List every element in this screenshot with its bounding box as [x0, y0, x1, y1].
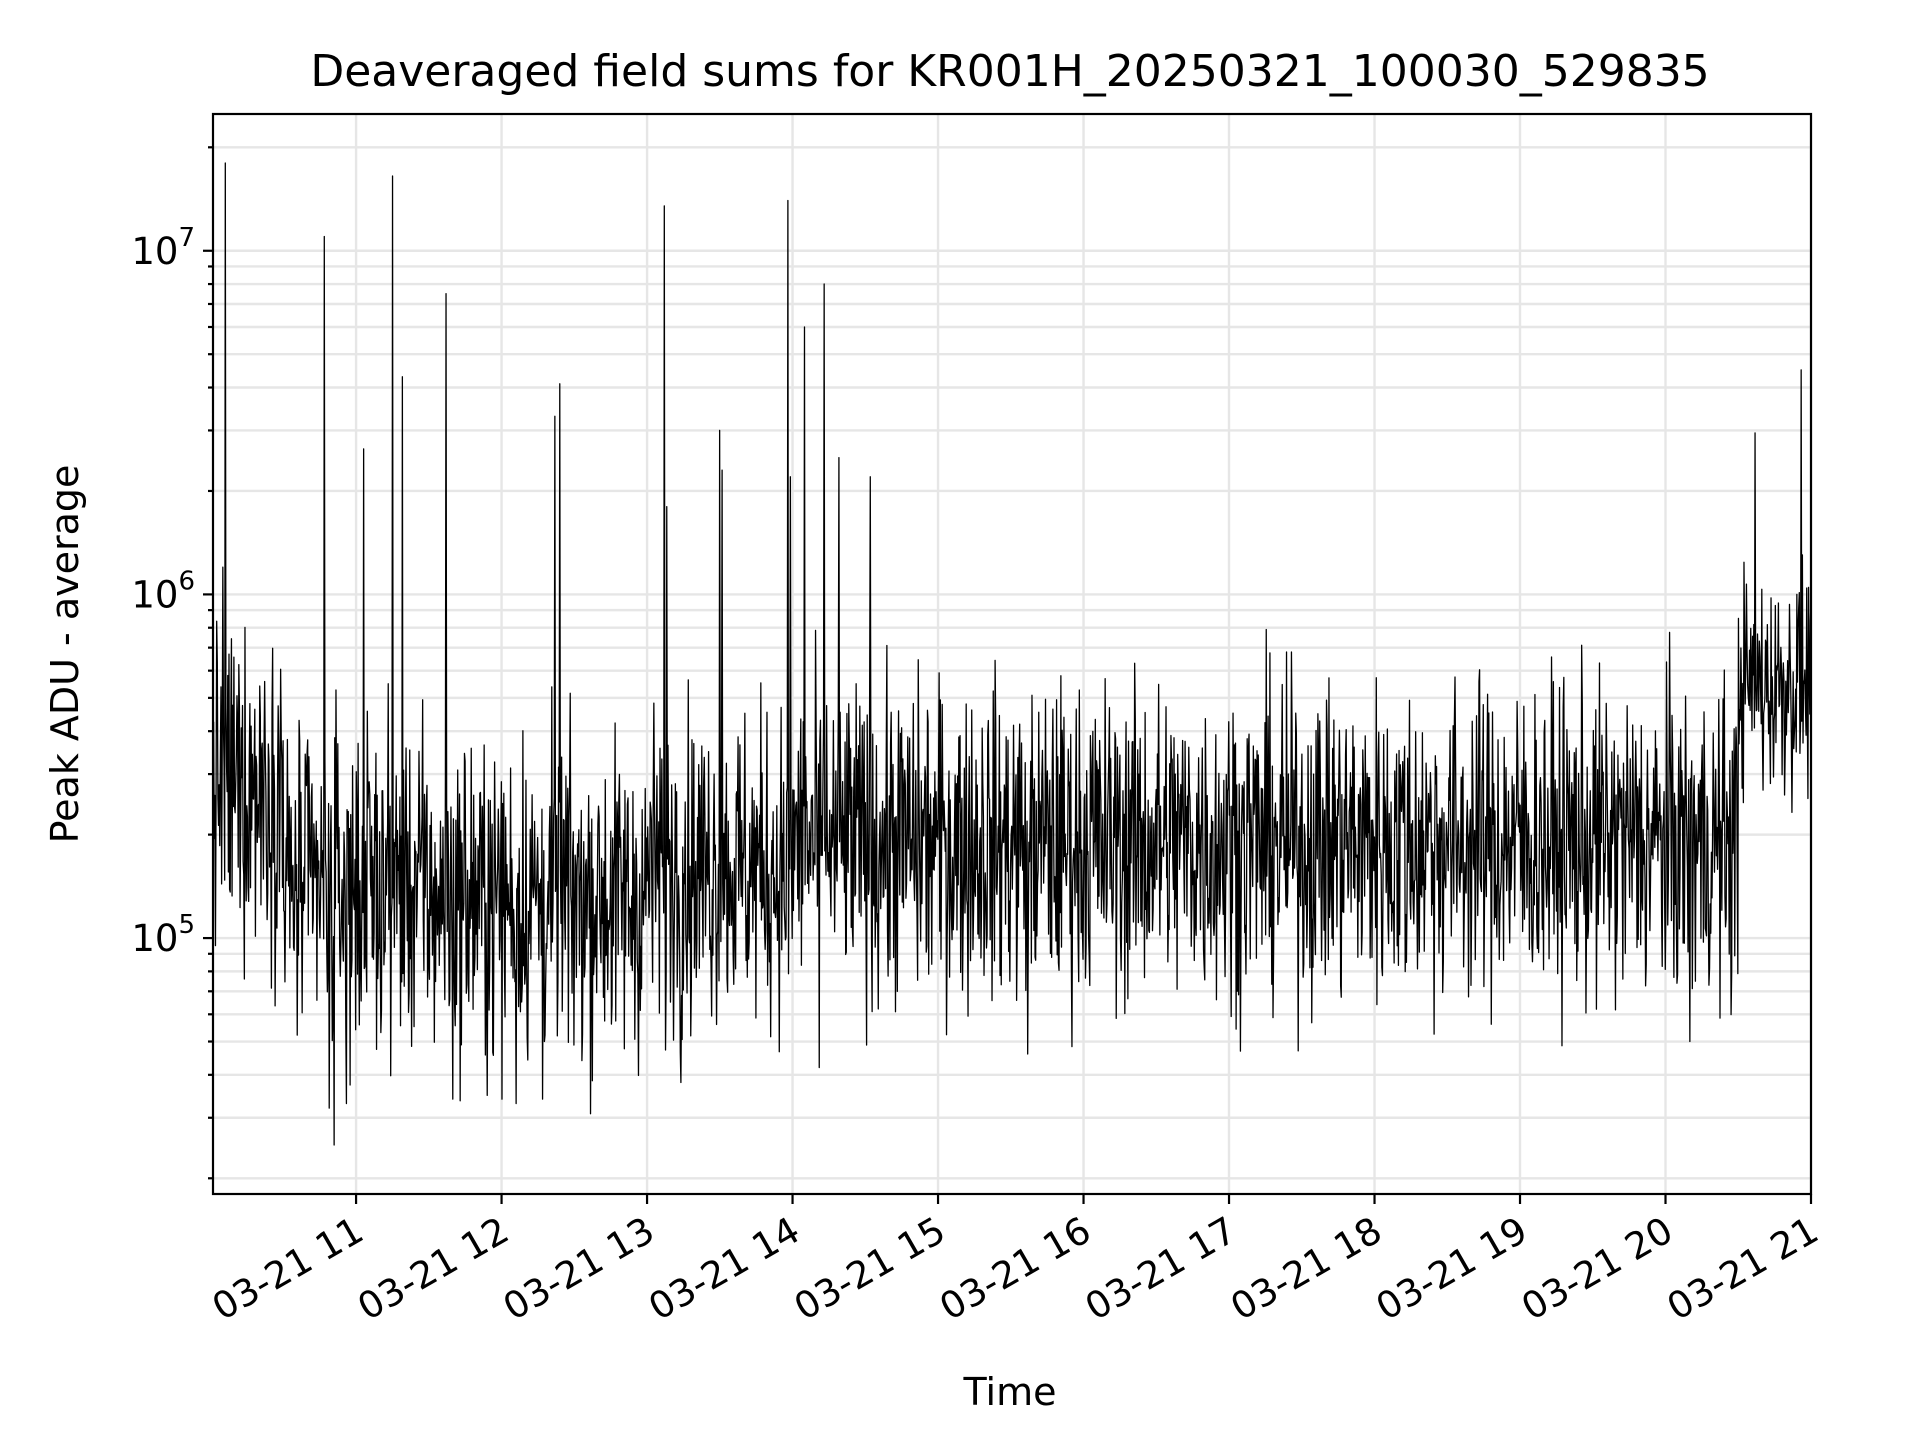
x-tick-label: 03-21 11	[205, 1209, 371, 1329]
chart-title: Deaveraged field sums for KR001H_2025032…	[310, 46, 1709, 97]
x-tick-label: 03-21 15	[787, 1209, 953, 1329]
series-line	[212, 162, 1812, 1146]
x-axis-label: Time	[963, 1370, 1057, 1414]
x-tick-label: 03-21 17	[1078, 1209, 1244, 1329]
x-tick-label: 03-21 21	[1660, 1209, 1826, 1329]
x-tick-label: 03-21 19	[1369, 1209, 1535, 1329]
x-tick-label: 03-21 20	[1514, 1209, 1680, 1329]
x-tick-label: 03-21 16	[932, 1209, 1098, 1329]
plot-frame	[211, 112, 1813, 1196]
x-tick-label: 03-21 13	[496, 1209, 662, 1329]
x-tick-label: 03-21 18	[1223, 1209, 1389, 1329]
y-axis-label: Peak ADU - average	[43, 465, 87, 844]
x-tick-label: 03-21 12	[350, 1209, 516, 1329]
y-tick-label: 107	[131, 223, 195, 273]
x-tick-label: 03-21 14	[641, 1209, 807, 1329]
y-tick-label: 105	[131, 910, 195, 960]
y-tick-label: 106	[131, 566, 195, 616]
